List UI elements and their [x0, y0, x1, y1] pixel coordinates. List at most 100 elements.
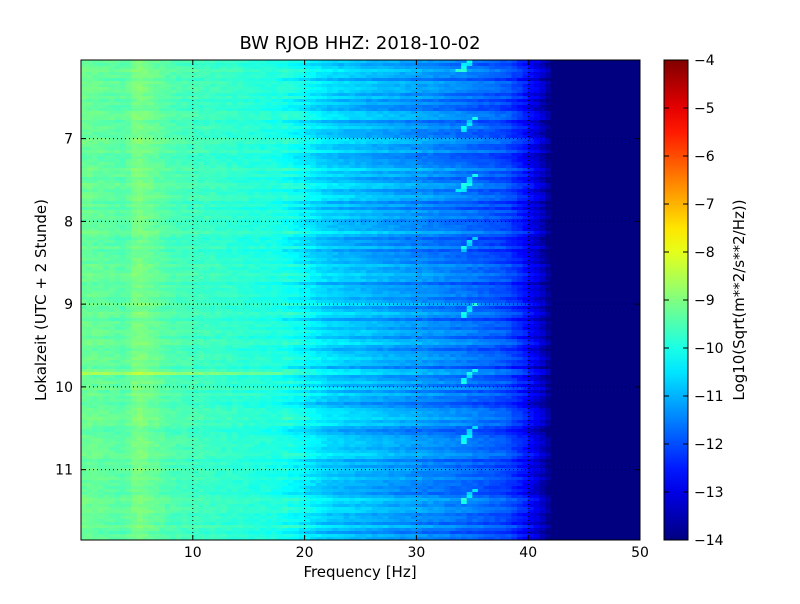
heatmap-cell [238, 81, 244, 84]
heatmap-cell [461, 201, 467, 204]
heatmap-cell [595, 165, 601, 168]
heatmap-cell [87, 141, 93, 144]
heatmap-cell [321, 69, 327, 72]
heatmap-cell [383, 165, 389, 168]
heatmap-cell [422, 177, 428, 180]
heatmap-cell [456, 60, 462, 63]
heatmap-cell [506, 195, 512, 198]
heatmap-cell [361, 132, 367, 135]
heatmap-cell [534, 108, 540, 111]
heatmap-cell [433, 75, 439, 78]
heatmap-cell [103, 60, 109, 63]
heatmap-cell [629, 126, 635, 129]
heatmap-cell [210, 195, 216, 198]
heatmap-cell [528, 60, 534, 63]
heatmap-cell [422, 135, 428, 138]
heatmap-cell [344, 201, 350, 204]
heatmap-cell [601, 165, 607, 168]
heatmap-cell [489, 120, 495, 123]
heatmap-cell [98, 150, 104, 153]
heatmap-cell [126, 156, 132, 159]
heatmap-cell [579, 189, 585, 192]
heatmap-cell [361, 120, 367, 123]
heatmap-cell [310, 153, 316, 156]
heatmap-cell [103, 93, 109, 96]
heatmap-cell [193, 63, 199, 66]
heatmap-cell [142, 60, 148, 63]
heatmap-cell [265, 111, 271, 114]
heatmap-cell [394, 159, 400, 162]
heatmap-cell [288, 99, 294, 102]
heatmap-cell [215, 123, 221, 126]
heatmap-cell [137, 135, 143, 138]
heatmap-cell [204, 132, 210, 135]
heatmap-cell [573, 198, 579, 201]
heatmap-cell [148, 72, 154, 75]
heatmap-cell [316, 147, 322, 150]
heatmap-cell [254, 198, 260, 201]
heatmap-cell [154, 105, 160, 108]
heatmap-cell [623, 72, 629, 75]
heatmap-cell [506, 66, 512, 69]
heatmap-cell [400, 60, 406, 63]
heatmap-cell [321, 114, 327, 117]
heatmap-cell [623, 69, 629, 72]
heatmap-cell [601, 195, 607, 198]
heatmap-cell [551, 123, 557, 126]
heatmap-cell [277, 99, 283, 102]
heatmap-cell [422, 120, 428, 123]
heatmap-cell [500, 72, 506, 75]
heatmap-cell [361, 84, 367, 87]
heatmap-cell [87, 87, 93, 90]
heatmap-cell [495, 165, 501, 168]
heatmap-cell [115, 150, 121, 153]
heatmap-cell [422, 72, 428, 75]
heatmap-cell [579, 183, 585, 186]
heatmap-cell [366, 111, 372, 114]
heatmap-cell [316, 129, 322, 132]
heatmap-cell [623, 99, 629, 102]
heatmap-cell [444, 201, 450, 204]
heatmap-cell [372, 135, 378, 138]
heatmap-cell [606, 72, 612, 75]
heatmap-cell [148, 63, 154, 66]
heatmap-cell [528, 201, 534, 204]
heatmap-cell [584, 66, 590, 69]
heatmap-cell [433, 132, 439, 135]
heatmap-cell [606, 102, 612, 105]
heatmap-cell [422, 105, 428, 108]
heatmap-cell [377, 138, 383, 141]
heatmap-cell [159, 72, 165, 75]
heatmap-cell [131, 84, 137, 87]
heatmap-cell [411, 177, 417, 180]
heatmap-cell [126, 96, 132, 99]
heatmap-cell [98, 186, 104, 189]
heatmap-cell [103, 192, 109, 195]
heatmap-cell [265, 192, 271, 195]
heatmap-cell [551, 81, 557, 84]
heatmap-cell [534, 105, 540, 108]
heatmap-cell [433, 72, 439, 75]
heatmap-cell [154, 195, 160, 198]
heatmap-cell [288, 183, 294, 186]
heatmap-cell [154, 198, 160, 201]
heatmap-cell [333, 111, 339, 114]
heatmap-cell [534, 162, 540, 165]
heatmap-cell [349, 204, 355, 207]
heatmap-cell [148, 159, 154, 162]
heatmap-cell [271, 129, 277, 132]
heatmap-cell [159, 135, 165, 138]
heatmap-cell [321, 126, 327, 129]
heatmap-cell [579, 126, 585, 129]
heatmap-cell [271, 150, 277, 153]
heatmap-cell [500, 174, 506, 177]
heatmap-cell [506, 186, 512, 189]
heatmap-cell [623, 204, 629, 207]
heatmap-cell [193, 162, 199, 165]
heatmap-cell [595, 60, 601, 63]
heatmap-cell [483, 105, 489, 108]
heatmap-cell [618, 69, 624, 72]
heatmap-cell [316, 69, 322, 72]
heatmap-cell [265, 102, 271, 105]
heatmap-cell [495, 201, 501, 204]
